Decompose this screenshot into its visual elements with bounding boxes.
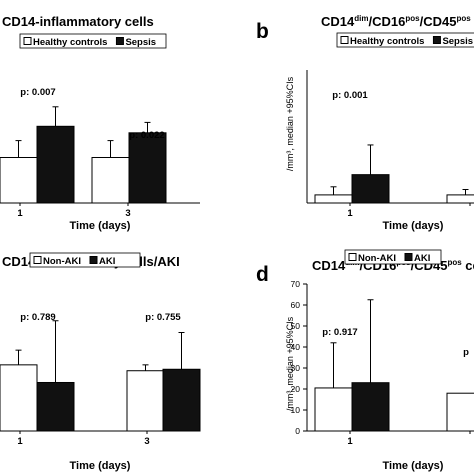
legend-swatch — [432, 36, 441, 44]
bar-control — [314, 194, 353, 204]
title-text: /CD16 — [368, 14, 405, 29]
legend-swatch — [89, 256, 98, 264]
legend-label: AKI — [99, 256, 115, 267]
title-text: CD14 — [312, 258, 346, 273]
y-tick-label: 10 — [291, 405, 301, 415]
bar-control — [126, 370, 165, 432]
y-tick-label: 50 — [291, 321, 301, 331]
panel-letter: d — [256, 263, 269, 286]
bar-control — [446, 392, 474, 432]
x-tick-label: 1 — [17, 208, 23, 219]
p-value-label: p: 0.789 — [20, 312, 55, 323]
panel-title: CD14-inflammatory cells — [2, 14, 154, 29]
y-tick-label: 70 — [291, 279, 301, 289]
legend-swatch — [340, 36, 349, 44]
panel-letter: b — [256, 20, 269, 43]
legend-frame — [29, 252, 141, 268]
panel-3: CD14-inflammatory cells/AKINon-AKIAKI1p:… — [0, 252, 201, 472]
legend-frame — [344, 249, 442, 265]
p-value-label: p: 0.001 — [332, 90, 368, 101]
y-tick-label: 30 — [291, 363, 301, 373]
legend: Healthy controls Sepsis — [19, 33, 167, 49]
p-value-label: p: 0.917 — [322, 327, 357, 338]
x-axis-label: Time (days) — [383, 460, 444, 472]
legend: Non-AKI AKI — [344, 249, 442, 265]
x-tick-label: 3 — [125, 208, 130, 219]
x-axis-label: Time (days) — [70, 220, 131, 232]
x-axis-label: Time (days) — [70, 460, 131, 472]
title-text: ce — [462, 258, 474, 273]
bar-control — [0, 364, 38, 432]
title-text: /CD45 — [420, 14, 457, 29]
title-superscript: pos — [405, 14, 420, 23]
legend-label: Healthy controls — [33, 37, 107, 48]
legend-label: Non-AKI — [43, 256, 81, 267]
y-axis-label: /mm³, median +95%CIs — [285, 76, 295, 171]
title-superscript: pos — [447, 258, 462, 267]
title-text: CD14 — [321, 14, 355, 29]
p-value-label: p: 0.755 — [145, 312, 181, 323]
bar-case — [128, 132, 167, 204]
title-superscript: pos — [456, 14, 471, 23]
title-superscript: dim — [354, 14, 368, 23]
legend-label: Sepsis — [125, 37, 156, 48]
panel-1: CD14-inflammatory cells Healthy controls S… — [0, 14, 200, 232]
x-tick-label: 1 — [347, 208, 353, 219]
legend-label: AKI — [414, 253, 430, 264]
legend-label: Non-AKI — [358, 253, 396, 264]
legend: Non-AKI AKI — [29, 252, 141, 268]
bar-case — [351, 174, 390, 204]
x-tick-label: 3 — [144, 436, 149, 447]
p-value-label: p: 0.007 — [20, 87, 55, 98]
legend-swatch — [115, 37, 124, 45]
bar-control — [314, 387, 353, 432]
legend-swatch — [348, 253, 357, 261]
bar-control — [91, 157, 130, 204]
legend-swatch — [404, 253, 413, 261]
panel-4: dCD14dim/CD16pos/CD45pos ceNon-AKIAKI010… — [256, 249, 474, 472]
y-tick-label: 60 — [291, 300, 301, 310]
legend-label: Sepsis — [442, 36, 473, 47]
bar-case — [36, 125, 75, 204]
legend-swatch — [23, 37, 32, 45]
bar-control — [446, 194, 474, 204]
panel-title: CD14dim/CD16pos/CD45pos — [321, 14, 471, 29]
bar-case — [162, 368, 201, 432]
x-tick-label: 1 — [347, 436, 353, 447]
x-tick-label: 1 — [17, 436, 23, 447]
p-value-label: p: 0.022 — [129, 130, 164, 141]
y-axis-label: /mm³, median +95%CIs — [285, 316, 295, 411]
y-tick-label: 20 — [291, 384, 301, 394]
y-tick-label: 0 — [295, 426, 300, 436]
x-axis-label: Time (days) — [383, 220, 444, 232]
title-text: CD14-inflammatory cells — [2, 14, 154, 29]
legend-swatch — [33, 256, 42, 264]
p-value-label: p — [463, 347, 469, 358]
bar-control — [0, 157, 38, 204]
legend-frame — [19, 33, 167, 49]
y-tick-label: 40 — [291, 342, 301, 352]
legend-label: Healthy controls — [350, 36, 424, 47]
legend: Healthy controls Sepsis — [336, 32, 474, 48]
bar-case — [36, 381, 75, 432]
bar-case — [351, 382, 390, 432]
